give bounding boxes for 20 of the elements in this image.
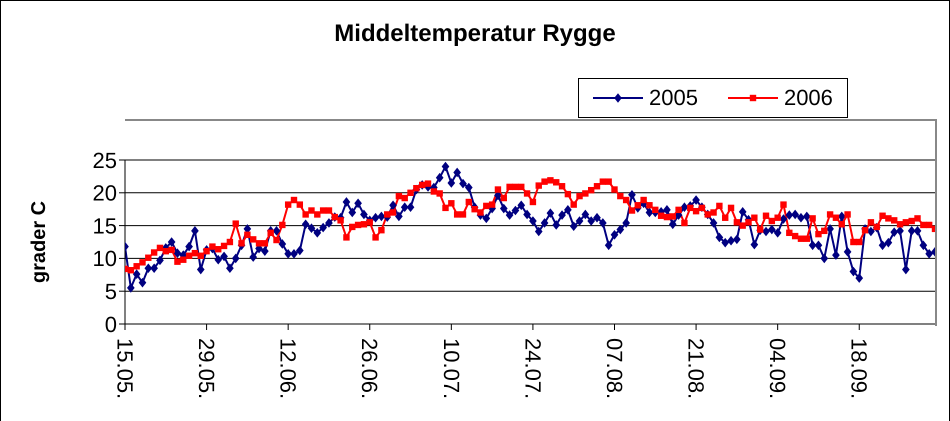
x-tick-label: 26.06. — [357, 338, 382, 400]
x-tick-label: 24.07. — [520, 338, 546, 400]
x-tick-label: 21.08. — [684, 338, 709, 400]
x-tick-label: 18.09. — [846, 338, 872, 400]
x-tick-label: 04.09. — [765, 338, 790, 400]
y-tick-label: 25 — [92, 148, 117, 173]
legend-label: 2005 — [649, 85, 698, 111]
y-axis-title: grader C — [28, 200, 50, 284]
x-tick-label: 15.05. — [112, 338, 138, 400]
legend-label: 2006 — [784, 85, 833, 111]
x-tick-label: 29.05. — [194, 338, 220, 400]
y-tick-label: 0 — [104, 312, 117, 337]
y-tick-label: 20 — [92, 180, 117, 206]
x-tick-label: 12.06. — [276, 338, 301, 400]
y-tick-label: 5 — [104, 279, 117, 304]
chart-title: Middeltemperatur Rygge — [333, 20, 617, 48]
x-tick-label: 10.07. — [438, 338, 464, 400]
x-tick-label: 07.08. — [602, 338, 627, 400]
y-tick-label: 10 — [92, 246, 117, 272]
y-tick-label: 15 — [92, 213, 117, 238]
